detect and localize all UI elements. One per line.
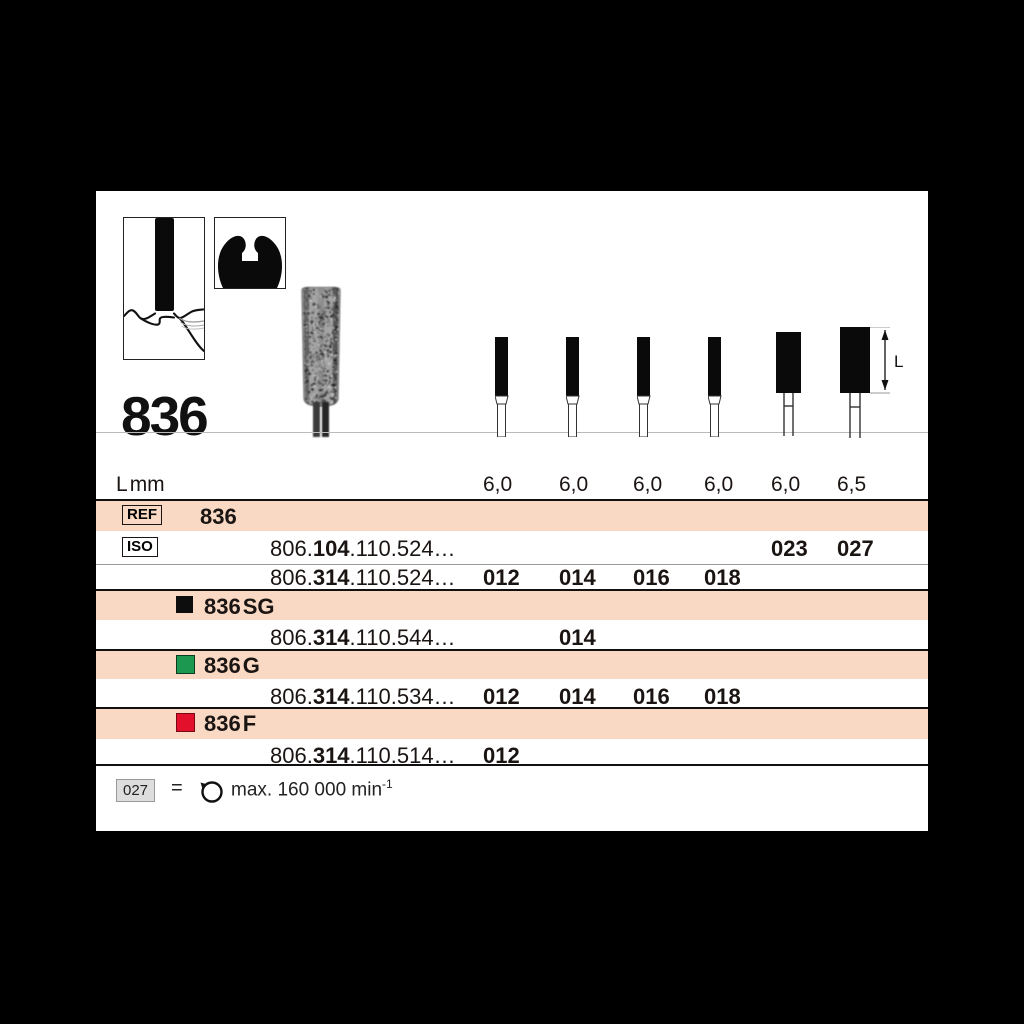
svg-text:L: L (894, 352, 903, 371)
